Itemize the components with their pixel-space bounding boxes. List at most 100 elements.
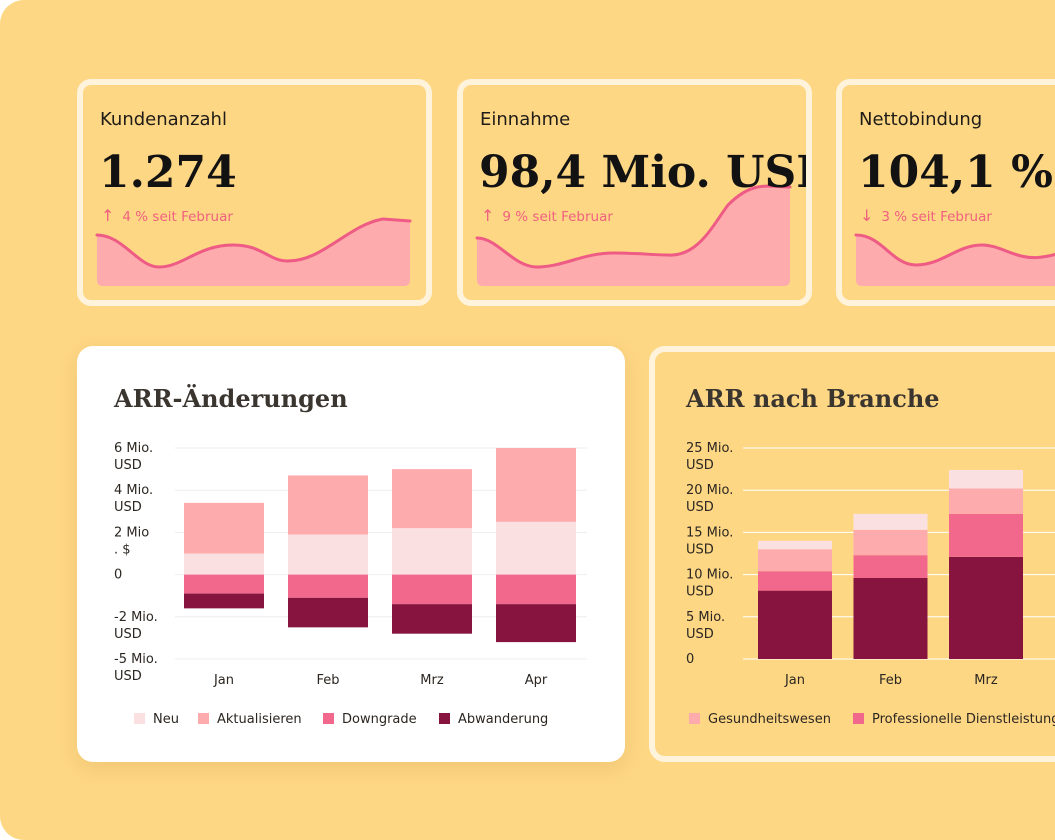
arrow-down-icon: ↓ [860,206,874,225]
bar-segment [392,469,472,529]
y-tick-label: 2 Mio [114,525,149,540]
kpi-trend: ↑ 9 % seit Februar [481,206,613,225]
arr-by-industry-chart: 25 Mio. USD 20 Mio. USD 15 Mio. USD 10 Mio. USD… [686,441,1055,727]
bar-segment [949,556,1023,659]
y-tick-label: USD [686,458,714,473]
legend-swatch [323,713,334,724]
legend-swatch [853,713,864,724]
legend-label: Neu [153,712,179,727]
arrow-up-icon: ↑ [101,206,115,225]
bar-segment [392,574,472,605]
bar-segment [496,521,576,575]
y-tick-label: USD [114,500,142,515]
y-tick-label: 10 Mio. [686,568,733,583]
sparkline-line [475,184,792,269]
bar-segment [288,534,368,575]
kpi-card-nettobindung[interactable]: Nettobindung 104,1 % ↓ 3 % seit Februar [836,79,1055,306]
bar-segment [853,529,928,556]
sparkline-area [856,235,1055,286]
bar-segment [184,553,264,575]
sparkline-line [95,217,412,269]
legend-swatch [439,713,450,724]
bar-segment [184,502,264,554]
legend-label: Professionelle Dienstleistungen [872,712,1055,727]
y-tick-label: -2 Mio. [114,610,158,625]
kpi-trend-text: 9 % seit Februar [502,209,613,225]
legend-label: Aktualisieren [217,712,302,727]
kpi-value: 104,1 % [858,147,1053,198]
bar-segment [853,577,928,659]
kpi-value: 1.274 [99,147,237,198]
bar-segment [496,574,576,605]
y-tick-label: 5 Mio. [686,610,725,625]
bar-segment [496,448,576,522]
bar-segment [758,540,832,550]
bar-segment [758,590,832,659]
bar-segment [758,571,832,591]
bar-segment [392,604,472,634]
y-tick-label: USD [686,542,714,557]
sparkline-area [477,186,790,286]
x-tick-label: Jan [213,673,234,688]
y-tick-label: 6 Mio. [114,441,153,456]
y-tick-label: 4 Mio. [114,483,153,498]
kpi-trend-text: 3 % seit Februar [881,209,992,225]
chart-title: ARR-Änderungen [114,384,348,413]
y-tick-label: USD [114,669,142,684]
kpi-label: Kundenanzahl [100,109,227,130]
y-tick-label: 0 [114,568,122,583]
kpi-value: 98,4 Mio. USD [479,147,812,198]
bar-segment [949,513,1023,557]
bar-segment [949,488,1023,514]
y-tick-label: 20 Mio. [686,483,733,498]
legend-label: Gesundheitswesen [708,712,831,727]
legend-label: Abwanderung [458,712,548,727]
legend-label: Downgrade [342,712,417,727]
arr-by-industry-card: ARR nach Branche 25 Mio. USD 20 Mio. USD 15 … [649,346,1055,762]
bar-segment [853,513,928,530]
kpi-label: Nettobindung [859,109,983,130]
bar-segment [288,475,368,535]
bar-segment [184,593,264,609]
y-tick-label: . $ [114,542,131,557]
bar-segment [853,555,928,578]
y-tick-label: 25 Mio. [686,441,733,456]
x-tick-label: Jan [784,673,805,688]
arr-changes-card: ARR-Änderungen 6 Mio. USD 4 Mio. USD 2 Mio . … [77,346,625,762]
y-tick-label: USD [686,500,714,515]
kpi-card-kundenanzahl[interactable]: Kundenanzahl 1.274 ↑ 4 % seit Februar [77,79,432,306]
sparkline-einnahme [475,184,792,286]
sparkline-line [854,233,1055,267]
sparkline-kundenanzahl [95,217,412,286]
x-tick-label: Apr [525,673,548,688]
sparkline-nettobindung [854,233,1055,286]
x-tick-label: Feb [316,673,339,688]
bar-segment [288,574,368,598]
y-tick-label: 15 Mio. [686,525,733,540]
legend-swatch [198,713,209,724]
arrow-up-icon: ↑ [481,206,495,225]
bar-segment [392,528,472,575]
bar-segment [949,469,1023,489]
y-tick-label: USD [114,458,142,473]
kpi-trend: ↑ 4 % seit Februar [101,206,233,225]
y-tick-label: USD [686,585,714,600]
bar-segment [758,549,832,572]
x-tick-label: Feb [879,673,902,688]
kpi-card-einnahme[interactable]: Einnahme 98,4 Mio. USD ↑ 9 % seit Februar [457,79,812,306]
kpi-trend: ↓ 3 % seit Februar [860,206,992,225]
y-tick-label: USD [114,627,142,642]
bar-segment [288,597,368,628]
bar-segment [496,604,576,643]
kpi-trend-text: 4 % seit Februar [122,209,233,225]
y-tick-label: USD [686,627,714,642]
sparkline-area [97,219,410,286]
y-tick-label: -5 Mio. [114,652,158,667]
kpi-label: Einnahme [480,109,571,130]
legend-swatch [134,713,145,724]
bar-segment [184,574,264,594]
arr-changes-chart: 6 Mio. USD 4 Mio. USD 2 Mio . $ 0 -2 Mio. USD -5 … [114,441,587,727]
x-tick-label: Mrz [420,673,444,688]
chart-title: ARR nach Branche [686,384,940,413]
